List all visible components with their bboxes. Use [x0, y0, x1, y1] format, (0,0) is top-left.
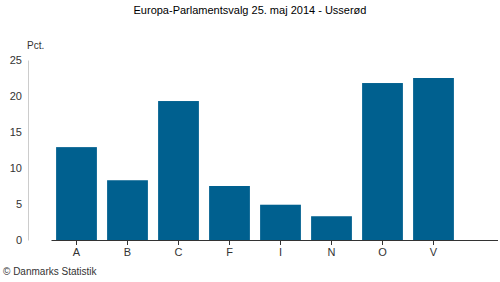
x-axis-line	[52, 240, 460, 241]
bar	[56, 147, 97, 240]
x-tick-mark	[229, 240, 230, 245]
y-tick: 20	[10, 90, 28, 102]
chart: 0 5 10 15 20 25 A B C F I N O V Europa-Parlamentsvalg …	[0, 0, 500, 282]
bar	[209, 186, 250, 240]
x-tick: F	[226, 240, 233, 258]
x-tick-mark	[433, 240, 434, 245]
x-tick-label: I	[279, 246, 282, 258]
x-tick-mark	[76, 240, 77, 245]
x-tick-label: V	[430, 246, 438, 258]
y-tick-label: 0	[16, 234, 22, 246]
y-tick-label: 10	[10, 162, 22, 174]
bars	[56, 78, 454, 240]
y-tick-label: 25	[10, 54, 22, 66]
x-tick: C	[175, 240, 183, 258]
bar	[107, 180, 148, 240]
x-tick-label: A	[73, 246, 81, 258]
bar	[260, 205, 301, 240]
y-tick: 25	[10, 54, 28, 66]
y-axis: 0 5 10 15 20 25	[10, 54, 29, 246]
x-tick-mark	[382, 240, 383, 245]
y-label: Pct.	[27, 40, 44, 51]
x-tick-label: B	[124, 246, 131, 258]
background	[0, 0, 500, 282]
x-tick-mark	[127, 240, 128, 245]
x-tick: B	[124, 240, 131, 258]
x-tick-label: N	[328, 246, 336, 258]
x-tick-label: C	[175, 246, 183, 258]
title: Europa-Parlamentsvalg 25. maj 2014 - Uss…	[134, 4, 367, 16]
x-tick: O	[378, 240, 387, 258]
baseline	[459, 240, 498, 241]
y-tick-label: 20	[10, 90, 22, 102]
x-tick-mark	[178, 240, 179, 245]
x-tick: I	[279, 240, 282, 258]
y-axis-line	[28, 61, 29, 241]
y-tick: 10	[10, 162, 28, 174]
bar	[362, 83, 403, 240]
x-tick-label: F	[226, 246, 233, 258]
x-tick: V	[430, 240, 438, 258]
x-tick-label: O	[378, 246, 387, 258]
bar	[158, 101, 199, 240]
bar	[311, 216, 352, 240]
x-axis: ABCFINOV	[52, 240, 460, 258]
y-tick: 15	[10, 126, 28, 138]
y-tick: 5	[16, 198, 28, 210]
annotation: © Danmarks Statistik	[3, 266, 98, 277]
x-tick: A	[73, 240, 81, 258]
x-tick-mark	[331, 240, 332, 245]
y-tick: 0	[16, 234, 28, 246]
x-tick: N	[328, 240, 336, 258]
y-tick-label: 5	[16, 198, 22, 210]
y-tick-label: 15	[10, 126, 22, 138]
x-tick-mark	[280, 240, 281, 245]
bar	[413, 78, 454, 240]
